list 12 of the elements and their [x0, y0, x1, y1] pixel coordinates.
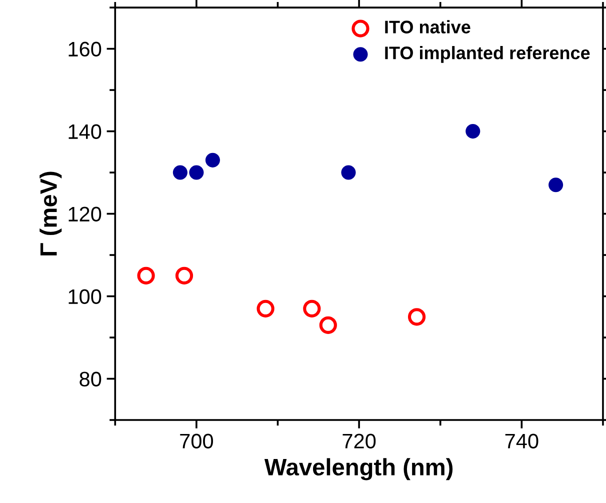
y-tick-label: 120	[68, 206, 102, 222]
x-axis-title: Wavelength (nm)	[264, 458, 453, 480]
y-tick-label: 160	[68, 42, 102, 57]
x-tick-label: 700	[180, 434, 214, 448]
y-tick-label: 80	[80, 372, 102, 387]
y-tick-label: 140	[68, 124, 102, 140]
legend-label: ITO implanted reference	[385, 46, 590, 63]
y-tick-label: 100	[68, 289, 102, 304]
x-tick-label: 720	[342, 434, 376, 448]
x-tick-label: 740	[505, 434, 538, 448]
legend-label: ITO native	[385, 20, 470, 34]
y-axis-title: Γ (meV)	[40, 172, 62, 256]
